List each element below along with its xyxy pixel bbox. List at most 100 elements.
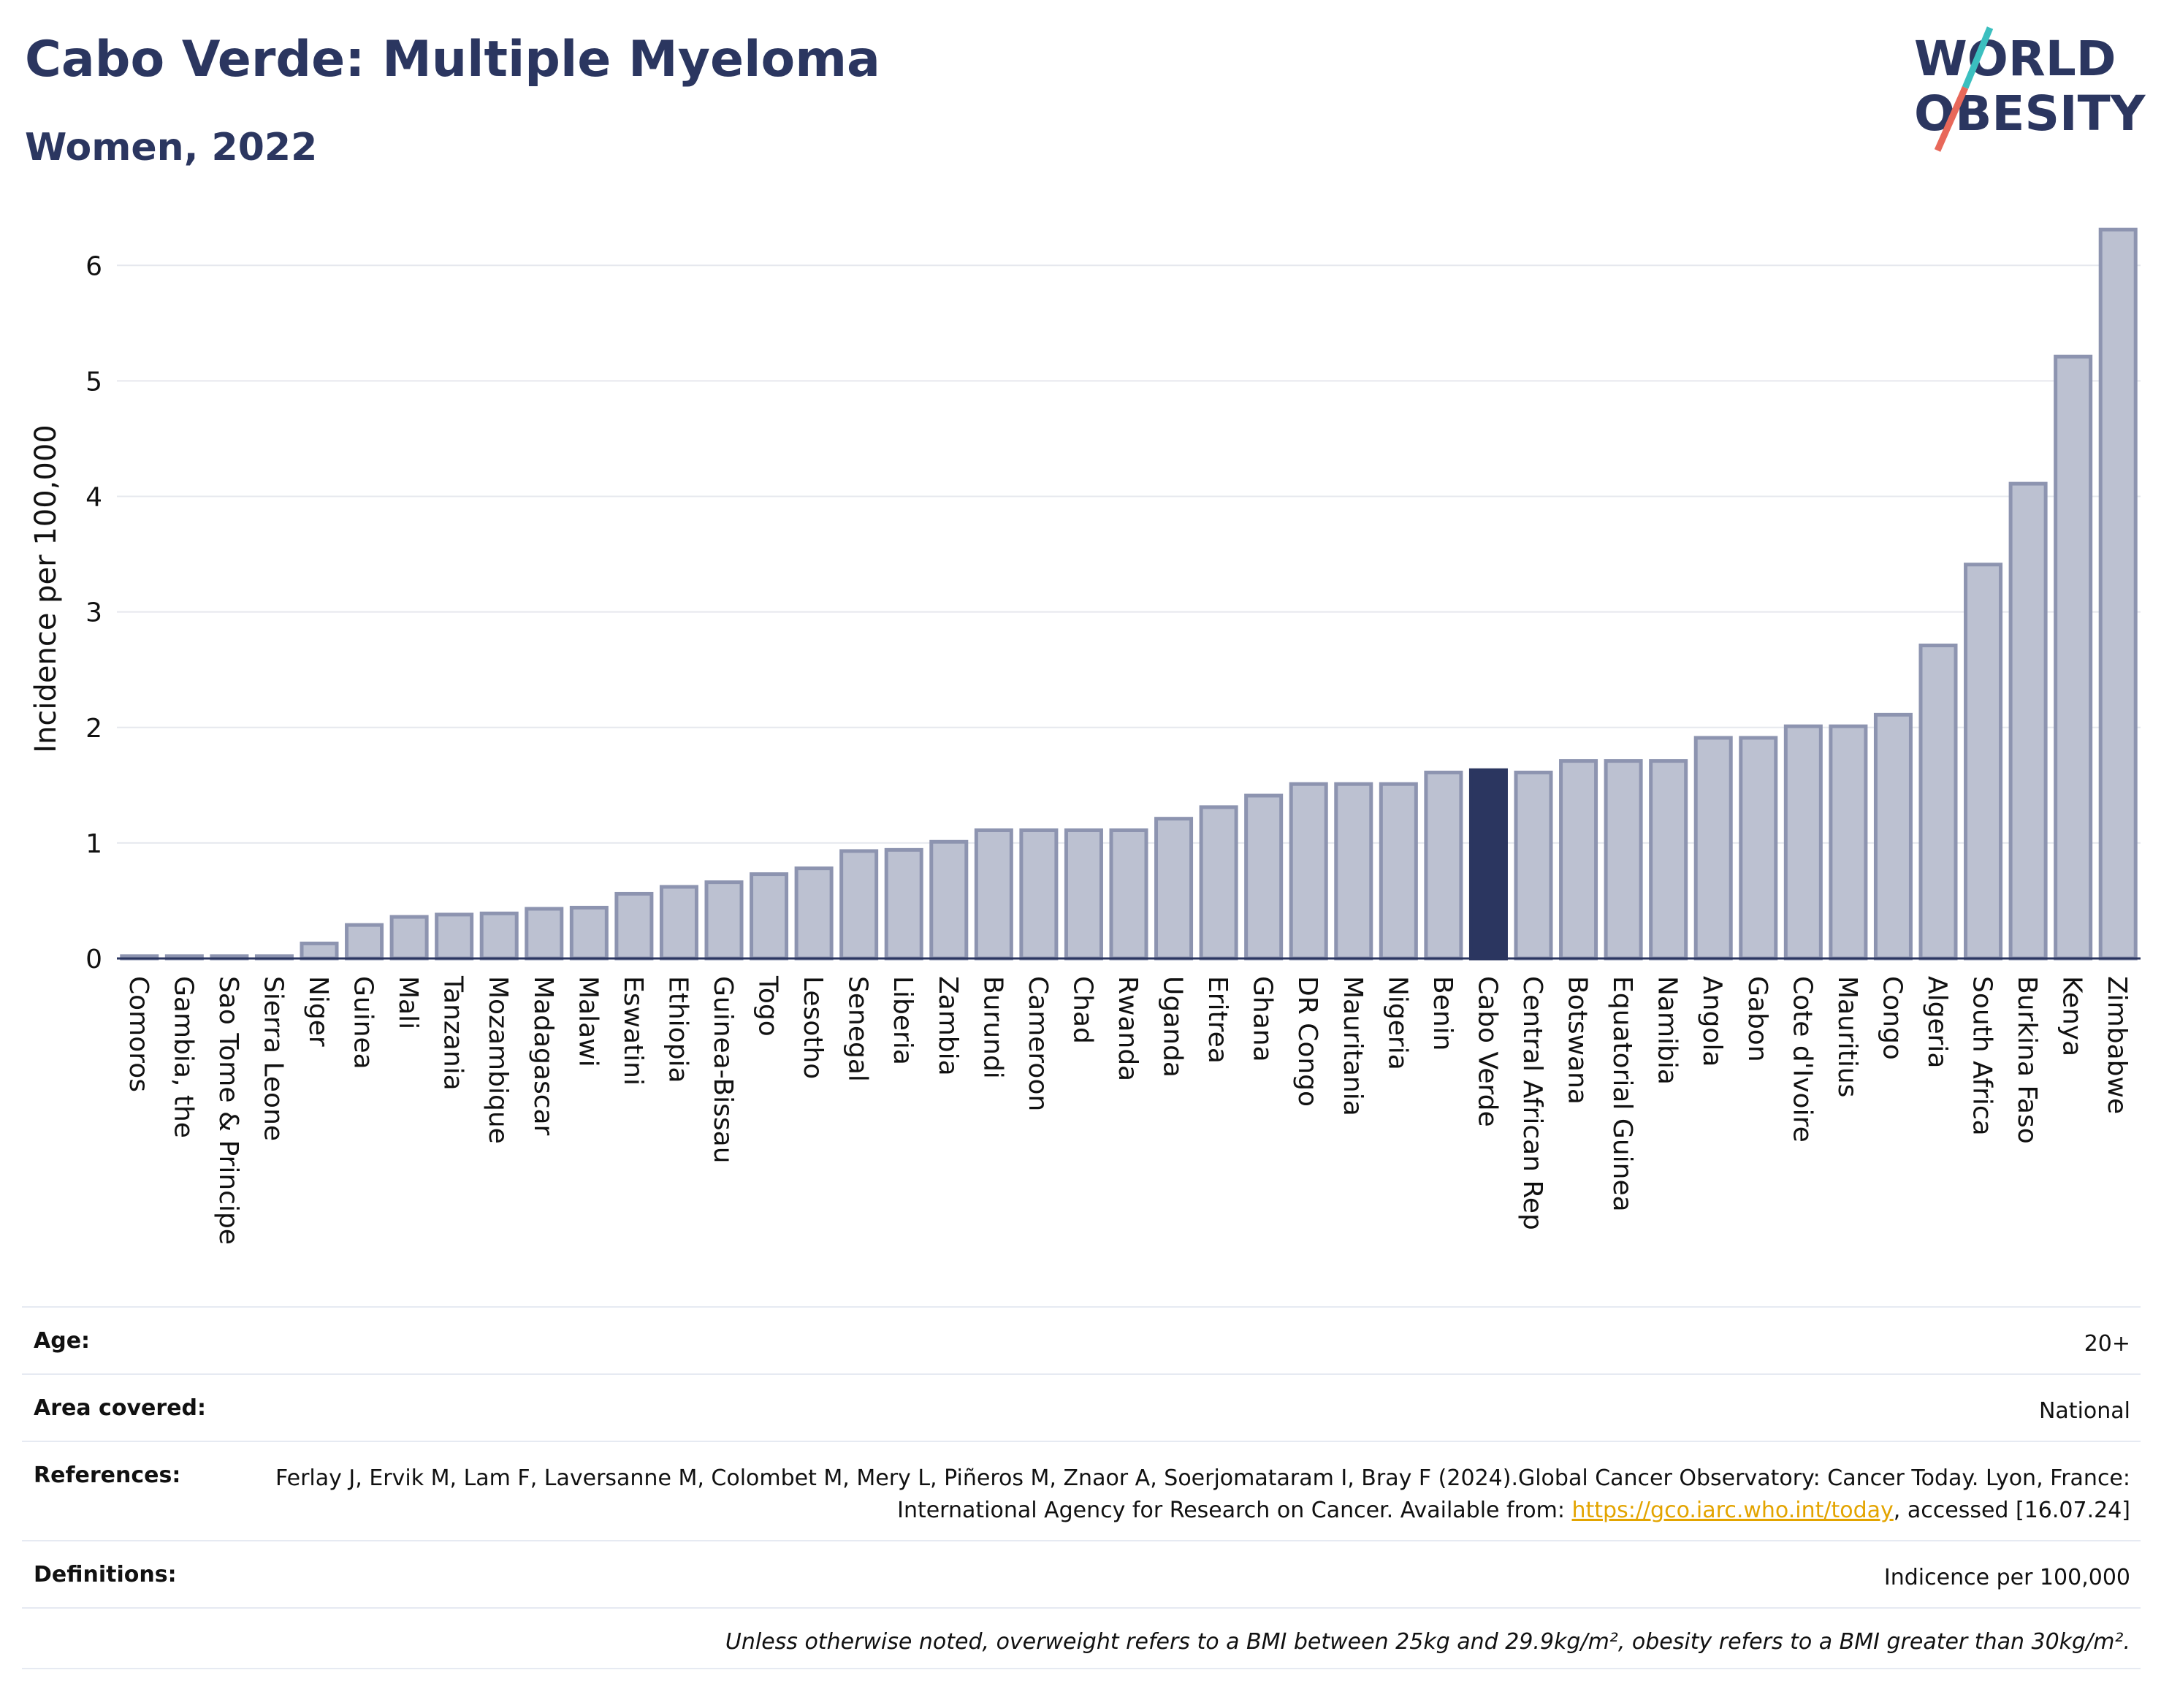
x-tick-label: Niger (303, 976, 333, 1047)
bar-togo (750, 872, 789, 961)
y-tick-label: 2 (85, 714, 102, 744)
bar-cabo-verde (1468, 768, 1508, 961)
bar-lesotho (794, 866, 834, 961)
references-text-2: , accessed [16.07.24] (1893, 1498, 2130, 1523)
bmi-note: Unless otherwise noted, overweight refer… (725, 1629, 2130, 1655)
x-tick-label: Togo (753, 975, 783, 1037)
age-value: 20+ (2084, 1331, 2130, 1357)
x-tick-label: Sierra Leone (258, 976, 288, 1141)
x-tick-label: Mozambique (483, 976, 513, 1144)
bar-uganda (1154, 817, 1194, 961)
bar-burundi (974, 828, 1013, 961)
x-tick-label: Sao Tome & Principe (213, 976, 243, 1245)
logo-slash-top (1962, 26, 1994, 89)
y-tick-label: 1 (85, 829, 102, 859)
x-tick-label: Central African Rep (1517, 976, 1547, 1230)
x-tick-label: Zimbabwe (2102, 976, 2132, 1114)
references-link[interactable]: https://gco.iarc.who.int/today (1571, 1498, 1894, 1523)
x-tick-label: Madagascar (528, 976, 558, 1136)
bar-guinea-bissau (704, 880, 744, 961)
chart-title: Cabo Verde: Multiple Myeloma (25, 31, 880, 88)
bar-kenya (2054, 354, 2093, 961)
bar-cote-d-ivoire (1783, 724, 1823, 961)
bar-eswatini (614, 891, 654, 961)
x-tick-label: Nigeria (1382, 976, 1412, 1070)
x-tick-label: Eswatini (618, 976, 648, 1086)
area-label: Area covered: (34, 1395, 206, 1421)
references-label: References: (34, 1463, 181, 1488)
x-tick-label: Cabo Verde (1472, 976, 1502, 1127)
bar-central-african-rep (1514, 770, 1553, 961)
references-value: Ferlay J, Ervik M, Lam F, Laversanne M, … (267, 1463, 2130, 1527)
x-tick-label: Ghana (1248, 976, 1278, 1062)
bar-eritrea (1199, 805, 1238, 961)
bar-zambia (929, 839, 969, 961)
y-tick-label: 5 (85, 367, 102, 397)
bar-burkina-faso (2008, 481, 2048, 961)
bar-chart: 0 1 2 3 4 5 6 Comoros Gambia, the Sao Tome & Pri… (29, 227, 2141, 1245)
bar-senegal (839, 849, 879, 961)
logo-slash-bottom (1934, 86, 1969, 152)
bar-rwanda (1109, 828, 1148, 961)
bar-niger (300, 941, 339, 961)
x-tick-label: Guinea (348, 976, 378, 1070)
x-tick-label: Eritrea (1203, 976, 1232, 1064)
bar-gabon (1739, 736, 1778, 961)
bar-tanzania (435, 912, 474, 961)
bar-namibia (1649, 759, 1688, 961)
bar-benin (1424, 770, 1463, 961)
chart-subtitle: Women, 2022 (25, 126, 318, 169)
bar-madagascar (525, 907, 564, 961)
bar-mauritania (1334, 782, 1373, 961)
y-axis-label: Incidence per 100,000 (29, 424, 63, 753)
bar-algeria (1918, 643, 1958, 961)
x-tick-label: Rwanda (1113, 976, 1143, 1081)
bar-equatorial-guinea (1604, 759, 1643, 961)
x-tick-label: Mali (393, 976, 423, 1029)
bar-guinea (345, 923, 384, 961)
x-tick-label: Mauritania (1338, 976, 1368, 1116)
bar-dr-congo (1289, 782, 1328, 961)
bar-liberia (884, 847, 923, 961)
meta-row-age: Age: 20+ (22, 1306, 2141, 1373)
logo-text-world: WORLD (1914, 31, 2116, 87)
bar-angola (1693, 736, 1733, 961)
metadata-table: Age: 20+ Area covered: National Referenc… (22, 1306, 2141, 1669)
x-tick-label: Congo (1877, 976, 1907, 1060)
x-tick-label: Algeria (1922, 976, 1952, 1069)
bar-nigeria (1379, 782, 1418, 961)
x-tick-label: Lesotho (798, 976, 828, 1079)
bar-botswana (1559, 759, 1598, 961)
bar-congo (1873, 712, 1913, 961)
bar-mauritius (1829, 724, 1868, 961)
y-tick-label: 4 (85, 483, 102, 513)
x-tick-label: Cote d'Ivoire (1787, 976, 1817, 1143)
x-axis-ticks: Comoros Gambia, the Sao Tome & Principe Sie… (123, 975, 2132, 1245)
bar-ghana (1244, 793, 1284, 961)
x-tick-label: Ethiopia (663, 976, 693, 1083)
x-tick-label: Namibia (1653, 976, 1682, 1085)
area-value: National (2038, 1398, 2130, 1424)
y-tick-label: 3 (85, 598, 102, 628)
x-tick-label: Gabon (1742, 976, 1772, 1062)
meta-row-definitions: Definitions: Indicence per 100,000 (22, 1540, 2141, 1607)
x-tick-label: Guinea-Bissau (708, 976, 738, 1164)
x-tick-label: Equatorial Guinea (1607, 976, 1637, 1212)
x-tick-label: South Africa (1967, 976, 1997, 1136)
bar-ethiopia (659, 885, 698, 961)
x-tick-label: Zambia (933, 976, 963, 1076)
definitions-value: Indicence per 100,000 (1883, 1565, 2130, 1590)
bars (120, 227, 2138, 961)
bar-south-africa (1964, 563, 2003, 961)
x-tick-label: Burkina Faso (2012, 976, 2042, 1144)
meta-row-area: Area covered: National (22, 1373, 2141, 1441)
world-obesity-logo: WORLD OBESITY (1914, 26, 2146, 152)
x-tick-label: Tanzania (438, 975, 468, 1091)
y-tick-label: 6 (85, 251, 102, 281)
x-tick-label: Cameroon (1023, 976, 1053, 1111)
x-tick-label: Burundi (977, 976, 1007, 1079)
bar-zimbabwe (2098, 227, 2138, 961)
bar-cameroon (1019, 828, 1059, 961)
bar-mozambique (479, 911, 519, 961)
x-tick-label: Liberia (888, 976, 918, 1065)
